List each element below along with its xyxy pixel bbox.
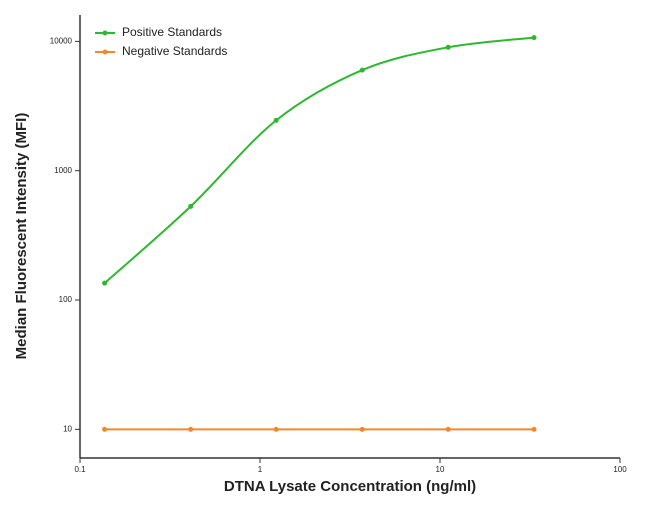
data-point <box>359 426 365 432</box>
legend-marker <box>102 49 108 55</box>
data-point <box>445 44 451 50</box>
data-point <box>188 203 194 209</box>
data-point <box>531 426 537 432</box>
x-axis-title: DTNA Lysate Concentration (ng/ml) <box>224 478 476 495</box>
y-axis-title: Median Fluorescent Intensity (MFI) <box>13 113 30 360</box>
data-point <box>359 67 365 73</box>
data-point <box>531 35 537 41</box>
data-point <box>273 117 279 123</box>
legend-label: Positive Standards <box>122 25 222 39</box>
y-tick-label: 100 <box>59 295 73 304</box>
data-point <box>273 426 279 432</box>
y-tick-label: 10 <box>63 424 72 433</box>
data-point <box>188 426 194 432</box>
x-tick-label: 1 <box>258 465 263 474</box>
legend-marker <box>102 30 108 36</box>
x-tick-label: 100 <box>613 465 627 474</box>
y-tick-label: 1000 <box>54 166 72 175</box>
y-tick-label: 10000 <box>50 37 73 46</box>
x-tick-label: 10 <box>436 465 445 474</box>
series-line <box>103 36 535 284</box>
data-point <box>102 426 108 432</box>
x-tick-label: 0.1 <box>74 465 86 474</box>
data-point <box>102 280 108 286</box>
legend-label: Negative Standards <box>122 44 227 58</box>
data-point <box>445 426 451 432</box>
